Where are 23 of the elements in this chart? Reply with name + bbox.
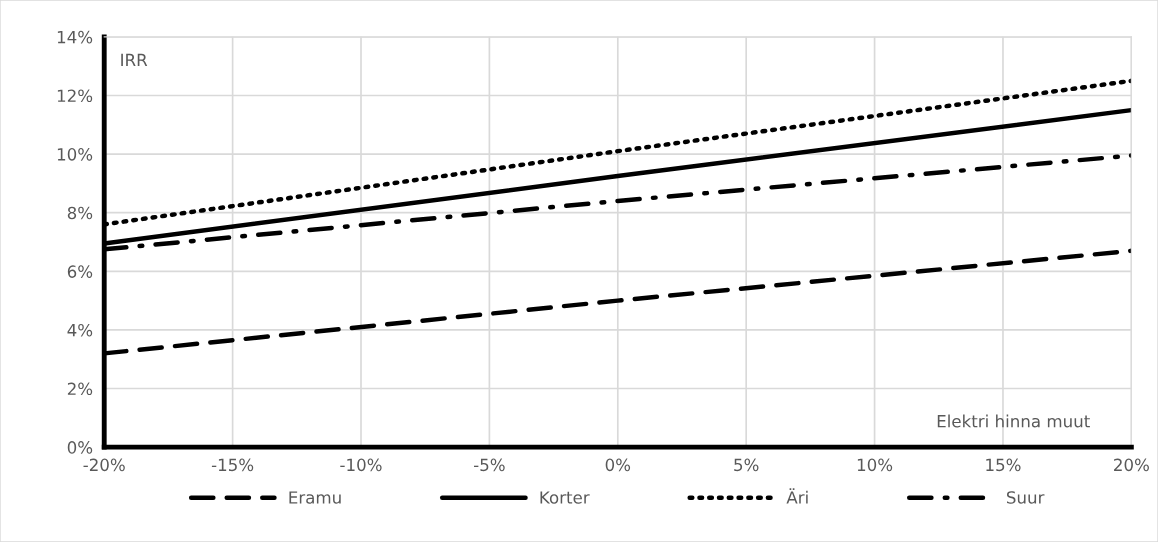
- y-tick-label: 10%: [57, 148, 93, 161]
- x-tick-label: 0%: [605, 458, 631, 472]
- y-tick-label: 14%: [57, 30, 93, 44]
- x-tick-label: 5%: [734, 458, 759, 472]
- legend-label: Äri: [786, 488, 808, 504]
- y-tick-label: 6%: [67, 265, 93, 278]
- legend-label: Suur: [1006, 491, 1045, 504]
- y-tick-label: 12%: [57, 89, 93, 103]
- x-tick-label: -15%: [211, 458, 254, 472]
- y-axis-title: IRR: [121, 53, 148, 66]
- x-tick-label: 20%: [1114, 458, 1149, 472]
- y-tick-label: 4%: [67, 323, 93, 337]
- x-tick-label: -5%: [473, 458, 505, 472]
- x-axis-title: Elektri hinna muut: [937, 414, 1090, 428]
- x-tick-label: -20%: [83, 458, 125, 472]
- x-tick-label: 15%: [986, 458, 1021, 472]
- x-tick-label: 10%: [857, 458, 893, 472]
- y-tick-label: 8%: [67, 206, 93, 220]
- y-tick-label: 2%: [67, 382, 93, 396]
- y-tick-label: 0%: [67, 441, 93, 454]
- legend-label: Eramu: [289, 491, 341, 504]
- legend-label: Korter: [540, 491, 590, 504]
- x-tick-label: -10%: [340, 458, 382, 472]
